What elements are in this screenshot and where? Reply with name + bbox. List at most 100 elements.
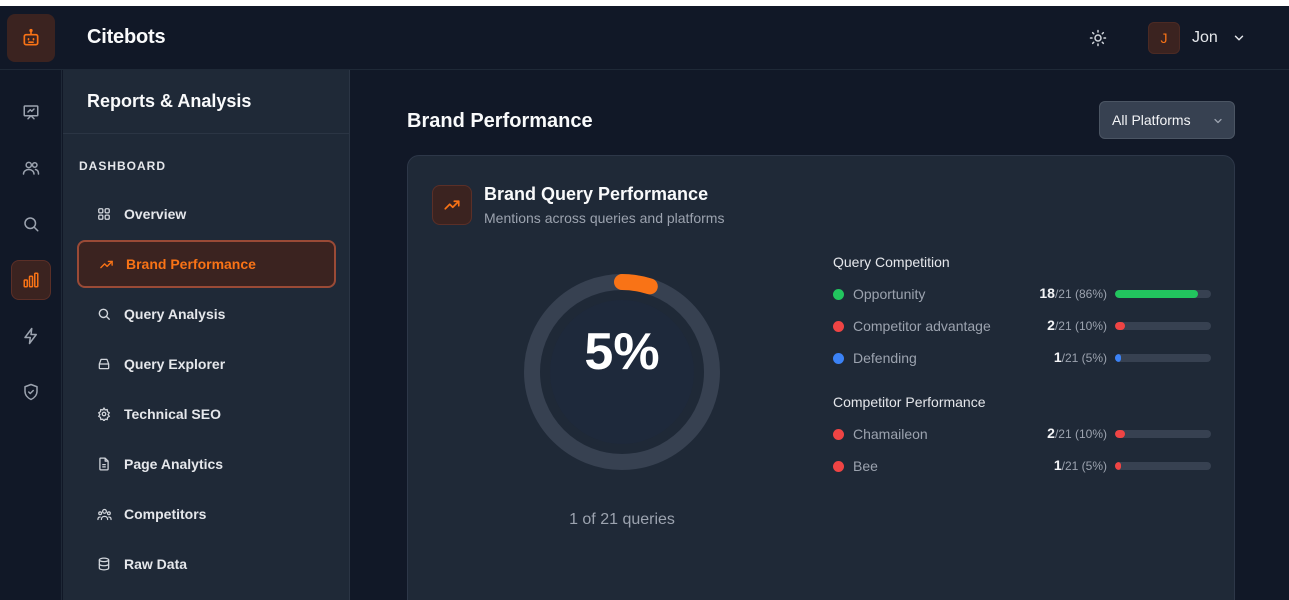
sidebar-item-brand-performance[interactable]: Brand Performance — [77, 240, 336, 288]
card-subtitle: Mentions across queries and platforms — [484, 210, 725, 226]
donut-progress-arc — [524, 274, 720, 470]
app-logo[interactable] — [7, 14, 55, 62]
settings-icon — [96, 406, 112, 422]
chevron-down-icon — [1212, 114, 1224, 130]
robot-icon — [23, 28, 39, 46]
sidebar-item-raw-data[interactable]: Raw Data — [77, 540, 336, 588]
team-icon — [96, 506, 112, 522]
progress-bar — [1115, 462, 1211, 470]
platform-select[interactable]: All Platforms — [1099, 101, 1235, 139]
stat-row-chamaileon: Chamaileon 2/21 (10%) — [833, 424, 1211, 444]
stat-label: Chamaileon — [853, 426, 928, 442]
rail-item-actions[interactable] — [11, 316, 51, 356]
stat-count-value: 1 — [1053, 349, 1062, 365]
platform-select-value: All Platforms — [1112, 112, 1191, 128]
sidebar-title: Reports & Analysis — [87, 91, 252, 111]
stat-label: Opportunity — [853, 286, 926, 302]
stat-label: Defending — [853, 350, 917, 366]
app-title: Citebots — [87, 26, 166, 48]
file-text-icon — [96, 456, 112, 472]
app-window: Citebots J Jon — [0, 6, 1289, 600]
stat-row-bee: Bee 1/21 (5%) — [833, 456, 1211, 476]
sidebar-item-label: Query Explorer — [124, 356, 226, 372]
progress-bar — [1115, 430, 1211, 438]
competitor-performance-title: Competitor Performance — [833, 394, 986, 410]
rail-item-users[interactable] — [11, 148, 51, 188]
rail-item-search[interactable] — [11, 204, 51, 244]
sidebar-item-query-explorer[interactable]: Query Explorer — [77, 340, 336, 388]
progress-bar — [1115, 290, 1211, 298]
users-icon — [22, 161, 40, 175]
stat-row-opportunity: Opportunity 18/21 (86%) — [833, 284, 1211, 304]
zap-icon — [24, 327, 37, 345]
sidebar-item-overview[interactable]: Overview — [77, 190, 336, 238]
rail-item-security[interactable] — [11, 372, 51, 412]
chevron-down-icon — [1232, 31, 1246, 45]
user-menu[interactable]: J Jon — [1148, 22, 1246, 54]
section-label: DASHBOARD — [79, 159, 166, 173]
stat-row-defending: Defending 1/21 (5%) — [833, 348, 1211, 368]
search-icon — [24, 217, 39, 232]
rail-item-reports[interactable] — [11, 260, 51, 300]
sidebar-item-label: Page Analytics — [124, 456, 224, 472]
grid-icon — [96, 206, 112, 222]
rail-item-presentation[interactable] — [11, 92, 51, 132]
stat-label: Competitor advantage — [853, 318, 991, 334]
database-icon — [96, 556, 112, 572]
stat-row-competitor-advantage: Competitor advantage 2/21 (10%) — [833, 316, 1211, 336]
bar-chart-icon — [23, 272, 39, 288]
stat-count: 2/21 (10%) — [1047, 425, 1107, 441]
stat-label: Bee — [853, 458, 878, 474]
avatar: J — [1148, 22, 1180, 54]
donut-chart — [524, 274, 720, 470]
stat-count-detail: /21 (10%) — [1054, 319, 1107, 333]
sidebar-item-label: Technical SEO — [124, 406, 221, 422]
stat-count-detail: /21 (5%) — [1061, 459, 1107, 473]
sidebar-item-competitors[interactable]: Competitors — [77, 490, 336, 538]
status-dot — [833, 353, 844, 364]
sidebar-item-query-analysis[interactable]: Query Analysis — [77, 290, 336, 338]
stat-count-value: 18 — [1039, 285, 1055, 301]
stat-count: 18/21 (86%) — [1039, 285, 1107, 301]
donut-value: 5% — [584, 323, 660, 381]
sidebar-item-technical-seo[interactable]: Technical SEO — [77, 390, 336, 438]
sidebar: Reports & Analysis DASHBOARD Overview Br… — [63, 70, 350, 600]
status-dot — [833, 461, 844, 472]
top-bar: Citebots J Jon — [0, 6, 1289, 70]
card-title: Brand Query Performance — [484, 184, 709, 204]
user-name: Jon — [1192, 29, 1218, 46]
sidebar-item-label: Raw Data — [124, 556, 188, 572]
status-dot — [833, 321, 844, 332]
presentation-icon — [23, 105, 39, 120]
progress-fill — [1115, 322, 1125, 330]
status-dot — [833, 289, 844, 300]
stat-count-detail: /21 (86%) — [1054, 287, 1107, 301]
progress-bar — [1115, 354, 1211, 362]
sidebar-item-label: Competitors — [124, 506, 207, 522]
progress-fill — [1115, 354, 1121, 362]
stat-count-value: 2 — [1047, 425, 1055, 441]
progress-fill — [1115, 430, 1125, 438]
stat-count: 1/21 (5%) — [1054, 457, 1107, 473]
donut-caption: 1 of 21 queries — [569, 511, 675, 528]
main-content: Brand Performance All Platforms Brand Qu… — [351, 70, 1289, 600]
stat-count-value: 1 — [1053, 457, 1062, 473]
sidebar-item-label: Brand Performance — [126, 256, 256, 272]
page-title: Brand Performance — [407, 110, 593, 132]
progress-bar — [1115, 322, 1211, 330]
archive-icon — [96, 356, 112, 372]
query-competition-title: Query Competition — [833, 254, 950, 270]
trending-up-icon — [432, 185, 472, 225]
donut-center — [550, 300, 694, 444]
trending-up-icon — [98, 256, 114, 272]
brand-query-performance-card: Brand Query Performance Mentions across … — [407, 155, 1235, 600]
theme-toggle-button[interactable] — [1086, 26, 1110, 50]
sidebar-item-page-analytics[interactable]: Page Analytics — [77, 440, 336, 488]
stat-count-detail: /21 (10%) — [1054, 427, 1107, 441]
sidebar-item-label: Overview — [124, 206, 187, 222]
sidebar-header: Reports & Analysis — [63, 70, 349, 134]
stat-count: 2/21 (10%) — [1047, 317, 1107, 333]
status-dot — [833, 429, 844, 440]
progress-fill — [1115, 290, 1198, 298]
stat-count: 1/21 (5%) — [1054, 349, 1107, 365]
